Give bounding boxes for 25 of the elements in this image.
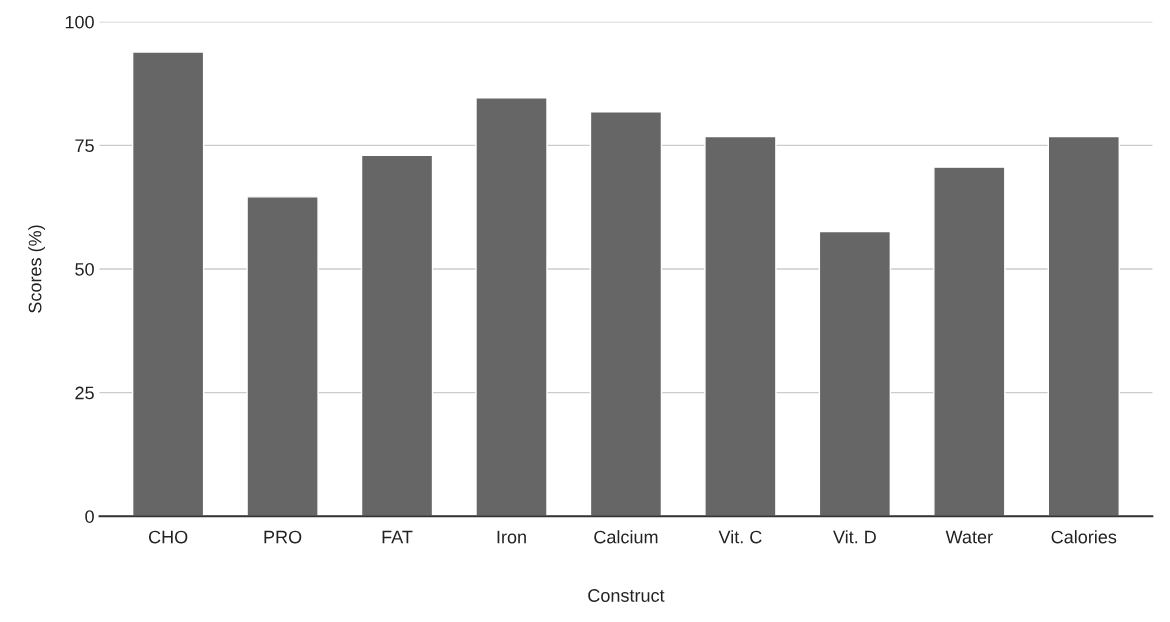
x-tick-label: Calcium [594,530,658,544]
x-tick-label: Water [945,530,993,544]
x-tick-label: Vit. C [718,530,762,544]
bar [818,230,892,517]
y-tick-label: 25 [75,386,94,400]
bar [589,111,663,517]
bar [1047,135,1120,517]
bar [246,196,319,517]
x-tick-label: PRO [264,530,302,544]
y-tick-label: 0 [85,510,94,523]
y-tick-label: 100 [65,15,94,29]
bar [475,97,548,517]
y-tick-label: 50 [75,262,94,276]
x-tick-label: Vit. D [833,530,876,544]
x-tick-label: CHO [148,530,188,544]
bar [360,154,434,517]
x-axis-title: Construct [588,589,665,602]
x-tick-label: FAT [382,530,413,544]
bar [131,51,205,517]
x-tick-label: Calories [1051,530,1117,544]
y-tick-label: 75 [75,139,94,153]
bar [933,166,1006,517]
y-axis-title: Scores (%) [28,225,46,313]
bar [704,135,777,517]
x-tick-label: Iron [497,530,526,544]
